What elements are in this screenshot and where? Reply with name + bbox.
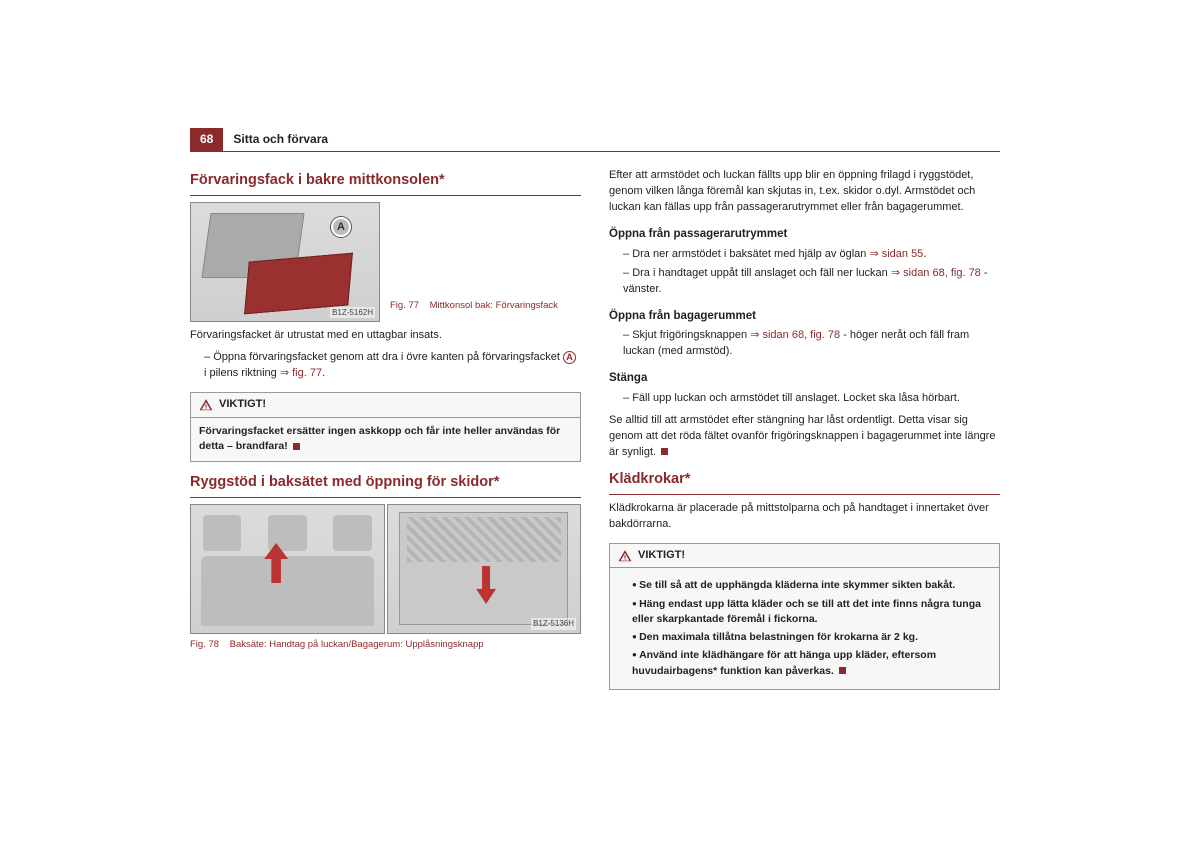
figure-78-imgcode: B1Z-5136H — [531, 618, 576, 630]
sub-open-luggage: Öppna från bagagerummet — [609, 308, 1000, 325]
figure-78-left-image — [190, 504, 385, 634]
figure-78-right-image: B1Z-5136H — [387, 504, 582, 634]
page-content: 68 Sitta och förvara Förvaringsfack i ba… — [190, 128, 1000, 700]
two-column-layout: Förvaringsfack i bakre mittkonsolen* A B… — [190, 162, 1000, 699]
end-square-icon — [293, 443, 300, 450]
notice-hooks-list: Se till så att de upphängda kläderna int… — [618, 578, 991, 678]
xref-sidan-55: ⇒ sidan 55 — [869, 248, 923, 260]
sub-close: Stänga — [609, 370, 1000, 387]
xref-fig-77: ⇒ fig. 77 — [280, 367, 322, 379]
notice-title: VIKTIGT! — [638, 548, 685, 564]
figure-77-imgcode: B1Z-5162H — [330, 307, 375, 319]
figure-77-illustration — [191, 203, 379, 321]
open-passenger-step-2: Dra i handtaget uppåt till anslaget och … — [623, 266, 1000, 298]
backrest-intro: Efter att armstödet och luckan fällts up… — [609, 168, 1000, 216]
storage-para-1: Förvaringsfacket är utrustat med en utta… — [190, 328, 581, 344]
figure-77-caption-prefix: Fig. 77 — [390, 300, 419, 311]
notice-title: VIKTIGT! — [219, 397, 266, 413]
notice-hooks: VIKTIGT! Se till så att de upphängda klä… — [609, 543, 1000, 690]
close-list: Fäll upp luckan och armstödet till ansla… — [609, 391, 1000, 407]
left-column: Förvaringsfack i bakre mittkonsolen* A B… — [190, 162, 581, 699]
warning-icon — [199, 398, 213, 412]
hooks-para: Klädkrokarna är placerade på mittstolpar… — [609, 501, 1000, 533]
end-square-icon — [839, 667, 846, 674]
page-sheet: 68 Sitta och förvara Förvaringsfack i ba… — [0, 0, 1200, 848]
notice-hooks-item-3: Den maximala tillåtna belastningen för k… — [632, 630, 991, 645]
sub-open-passenger: Öppna från passagerarutrymmet — [609, 226, 1000, 243]
section-heading-backrest: Ryggstöd i baksätet med öppning för skid… — [190, 472, 581, 498]
page-number: 68 — [190, 128, 223, 151]
notice-hooks-item-1: Se till så att de upphängda kläderna int… — [632, 578, 991, 593]
storage-instructions-list: Öppna förvaringsfacket genom att dra i ö… — [190, 350, 581, 382]
open-passenger-list: Dra ner armstödet i baksätet med hjälp a… — [609, 247, 1000, 298]
notice-hooks-item-2: Häng endast upp lätta kläder och se till… — [632, 597, 991, 627]
figure-77-image: A B1Z-5162H — [190, 202, 380, 322]
notice-header: VIKTIGT! — [191, 393, 580, 418]
inline-marker-a: A — [563, 351, 576, 364]
xref-sidan-68-fig78-right: ⇒ sidan 68, fig. 78 — [750, 329, 840, 341]
page-title: Sitta och förvara — [223, 128, 338, 151]
figure-77-wrap: A B1Z-5162H Fig. 77 Mittkonsol bak: Förv… — [190, 202, 581, 322]
figure-78-caption: Fig. 78 Baksäte: Handtag på luckan/Bagag… — [190, 638, 581, 652]
notice-storage-fire: VIKTIGT! Förvaringsfacket ersätter ingen… — [190, 392, 581, 461]
open-passenger-step-1: Dra ner armstödet i baksätet med hjälp a… — [623, 247, 1000, 263]
notice-header: VIKTIGT! — [610, 544, 999, 569]
figure-78-caption-prefix: Fig. 78 — [190, 639, 219, 650]
notice-body: Förvaringsfacket ersätter ingen askkopp … — [191, 418, 580, 460]
section-heading-hooks: Klädkrokar* — [609, 469, 1000, 495]
figure-77-caption-text: Mittkonsol bak: Förvaringsfack — [430, 300, 558, 311]
close-step-1: Fäll upp luckan och armstödet till ansla… — [623, 391, 1000, 407]
xref-sidan-68-fig78-left: ⇒ sidan 68, fig. 78 — [891, 267, 981, 279]
storage-instruction-1: Öppna förvaringsfacket genom att dra i ö… — [204, 350, 581, 382]
figure-78-caption-text: Baksäte: Handtag på luckan/Bagagerum: Up… — [230, 639, 484, 650]
end-square-icon — [661, 448, 668, 455]
section-heading-storage: Förvaringsfack i bakre mittkonsolen* — [190, 170, 581, 196]
open-luggage-step-1: Skjut frigöringsknappen ⇒ sidan 68, fig.… — [623, 328, 1000, 360]
open-luggage-list: Skjut frigöringsknappen ⇒ sidan 68, fig.… — [609, 328, 1000, 360]
backrest-closing-note: Se alltid till att armstödet efter stäng… — [609, 413, 1000, 461]
right-column: Efter att armstödet och luckan fällts up… — [609, 162, 1000, 699]
figure-78-wrap: B1Z-5136H — [190, 504, 581, 634]
notice-hooks-item-4: Använd inte klädhängare för att hänga up… — [632, 648, 991, 678]
warning-icon — [618, 549, 632, 563]
running-header: 68 Sitta och förvara — [190, 128, 1000, 152]
figure-77-caption: Fig. 77 Mittkonsol bak: Förvaringsfack — [390, 299, 558, 313]
notice-body: Se till så att de upphängda kläderna int… — [610, 568, 999, 688]
